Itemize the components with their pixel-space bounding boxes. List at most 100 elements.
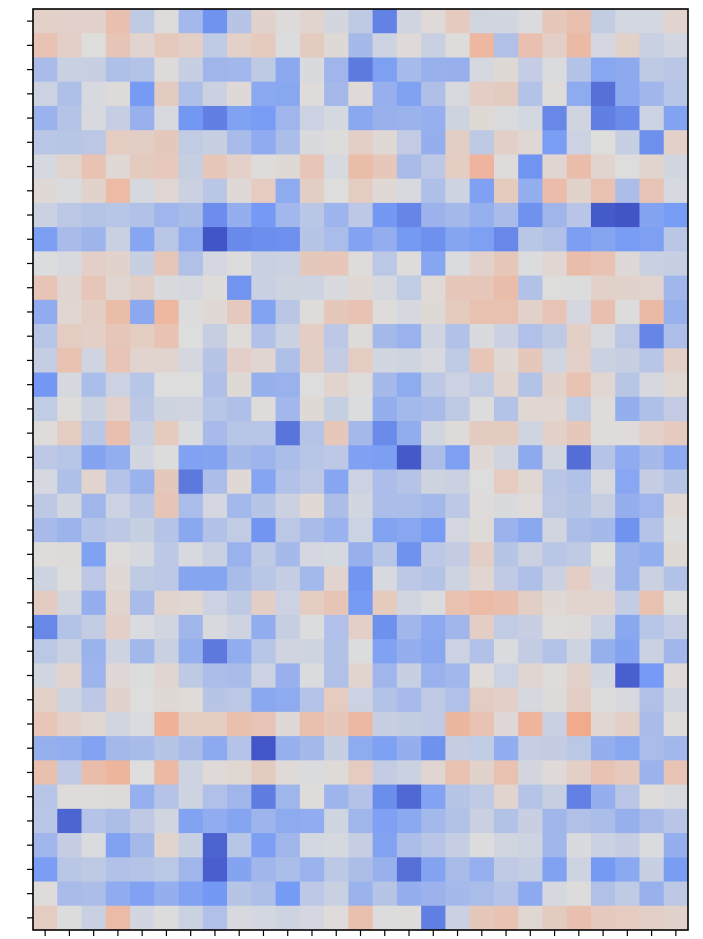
heatmap-cell-r13-c9 xyxy=(251,324,277,349)
heatmap-cell-r36-c16 xyxy=(421,881,446,907)
heatmap-cell-r25-c7 xyxy=(202,614,228,640)
heatmap-cell-r30-c24 xyxy=(615,736,640,761)
heatmap-cell-r24-c15 xyxy=(396,590,422,616)
heatmap-cell-r11-c19 xyxy=(493,275,519,301)
heatmap-cell-r6-c11 xyxy=(299,154,325,180)
heatmap-cell-r20-c11 xyxy=(299,493,325,519)
heatmap-cells xyxy=(33,9,689,931)
heatmap-cell-r11-c8 xyxy=(227,275,252,301)
heatmap-cell-r7-c2 xyxy=(81,178,107,204)
heatmap-cell-r31-c23 xyxy=(590,760,616,786)
heatmap-cell-r9-c1 xyxy=(57,227,83,252)
heatmap-cell-r22-c18 xyxy=(469,542,495,567)
heatmap-cell-r13-c20 xyxy=(518,324,543,349)
heatmap-cell-r22-c22 xyxy=(566,542,592,567)
heatmap-cell-r5-c14 xyxy=(372,130,398,155)
heatmap-cell-r15-c17 xyxy=(445,372,471,398)
heatmap-cell-r35-c8 xyxy=(227,857,252,883)
heatmap-cell-r6-c9 xyxy=(251,154,277,180)
heatmap-cell-r6-c26 xyxy=(663,154,689,180)
heatmap-cell-r28-c5 xyxy=(154,687,180,713)
heatmap-cell-r6-c20 xyxy=(518,154,543,180)
heatmap-cell-r32-c26 xyxy=(663,784,689,810)
heatmap-cell-r35-c22 xyxy=(566,857,592,883)
heatmap-cell-r15-c22 xyxy=(566,372,592,398)
heatmap-cell-r22-c13 xyxy=(348,542,374,567)
heatmap-cell-r0-c6 xyxy=(178,9,204,34)
heatmap-cell-r19-c16 xyxy=(421,469,446,495)
heatmap-cell-r2-c26 xyxy=(663,57,689,83)
heatmap-cell-r3-c5 xyxy=(154,81,180,107)
heatmap-cell-r14-c5 xyxy=(154,348,180,374)
heatmap-cell-r0-c17 xyxy=(445,9,471,34)
heatmap-cell-r5-c19 xyxy=(493,130,519,155)
heatmap-cell-r28-c14 xyxy=(372,687,398,713)
heatmap-cell-r19-c2 xyxy=(81,469,107,495)
heatmap-cell-r3-c8 xyxy=(227,81,252,107)
heatmap-cell-r29-c15 xyxy=(396,711,422,737)
heatmap-cell-r7-c9 xyxy=(251,178,277,204)
heatmap-cell-r33-c15 xyxy=(396,808,422,834)
heatmap-cell-r30-c20 xyxy=(518,736,543,761)
heatmap-cell-r2-c25 xyxy=(639,57,665,83)
heatmap-cell-r5-c5 xyxy=(154,130,180,155)
heatmap-cell-r11-c6 xyxy=(178,275,204,301)
heatmap-cell-r21-c24 xyxy=(615,517,640,543)
heatmap-cell-r0-c24 xyxy=(615,9,640,34)
heatmap-cell-r10-c24 xyxy=(615,251,640,277)
heatmap-cell-r23-c4 xyxy=(130,566,155,592)
heatmap-cell-r3-c25 xyxy=(639,81,665,107)
heatmap-cell-r13-c13 xyxy=(348,324,374,349)
heatmap-cell-r27-c20 xyxy=(518,663,543,689)
heatmap-cell-r33-c18 xyxy=(469,808,495,834)
heatmap-cell-r19-c17 xyxy=(445,469,471,495)
heatmap-cell-r37-c20 xyxy=(518,905,543,931)
heatmap-cell-r19-c26 xyxy=(663,469,689,495)
heatmap-cell-r7-c25 xyxy=(639,178,665,204)
heatmap-cell-r22-c2 xyxy=(81,542,107,567)
heatmap-cell-r6-c14 xyxy=(372,154,398,180)
heatmap-cell-r21-c9 xyxy=(251,517,277,543)
heatmap-cell-r37-c7 xyxy=(202,905,228,931)
heatmap-cell-r12-c14 xyxy=(372,299,398,325)
heatmap-cell-r29-c6 xyxy=(178,711,204,737)
heatmap-cell-r35-c6 xyxy=(178,857,204,883)
heatmap-cell-r35-c19 xyxy=(493,857,519,883)
heatmap-cell-r23-c15 xyxy=(396,566,422,592)
heatmap-cell-r10-c14 xyxy=(372,251,398,277)
heatmap-cell-r8-c10 xyxy=(275,202,301,228)
heatmap-cell-r15-c21 xyxy=(542,372,568,398)
heatmap-cell-r34-c25 xyxy=(639,833,665,858)
heatmap-cell-r19-c12 xyxy=(324,469,349,495)
heatmap-cell-r1-c2 xyxy=(81,33,107,58)
heatmap-cell-r24-c20 xyxy=(518,590,543,616)
heatmap-cell-r32-c16 xyxy=(421,784,446,810)
heatmap-cell-r18-c24 xyxy=(615,445,640,470)
heatmap-cell-r19-c8 xyxy=(227,469,252,495)
heatmap-cell-r19-c23 xyxy=(590,469,616,495)
heatmap-cell-r12-c23 xyxy=(590,299,616,325)
heatmap-cell-r22-c6 xyxy=(178,542,204,567)
heatmap-cell-r17-c25 xyxy=(639,421,665,446)
heatmap-cell-r36-c22 xyxy=(566,881,592,907)
heatmap-cell-r9-c7 xyxy=(202,227,228,252)
heatmap-cell-r21-c7 xyxy=(202,517,228,543)
heatmap-cell-r3-c19 xyxy=(493,81,519,107)
heatmap-cell-r29-c19 xyxy=(493,711,519,737)
heatmap-cell-r29-c12 xyxy=(324,711,349,737)
heatmap-cell-r35-c5 xyxy=(154,857,180,883)
heatmap-cell-r10-c5 xyxy=(154,251,180,277)
heatmap-cell-r17-c13 xyxy=(348,421,374,446)
heatmap-cell-r35-c11 xyxy=(299,857,325,883)
heatmap-cell-r15-c11 xyxy=(299,372,325,398)
heatmap-cell-r6-c7 xyxy=(202,154,228,180)
heatmap-cell-r3-c7 xyxy=(202,81,228,107)
heatmap-cell-r17-c7 xyxy=(202,421,228,446)
heatmap-cell-r31-c22 xyxy=(566,760,592,786)
heatmap-cell-r29-c16 xyxy=(421,711,446,737)
heatmap-cell-r10-c22 xyxy=(566,251,592,277)
heatmap-cell-r23-c2 xyxy=(81,566,107,592)
heatmap-cell-r36-c1 xyxy=(57,881,83,907)
heatmap-cell-r13-c11 xyxy=(299,324,325,349)
heatmap-cell-r33-c13 xyxy=(348,808,374,834)
